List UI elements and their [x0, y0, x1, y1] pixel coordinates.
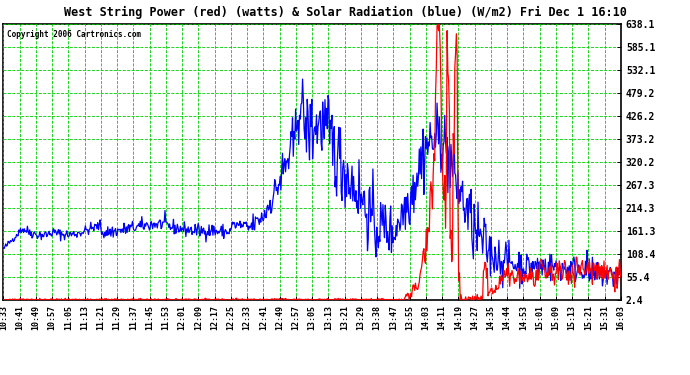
- Text: Copyright 2006 Cartronics.com: Copyright 2006 Cartronics.com: [6, 30, 141, 39]
- Text: West String Power (red) (watts) & Solar Radiation (blue) (W/m2) Fri Dec 1 16:10: West String Power (red) (watts) & Solar …: [63, 6, 627, 19]
